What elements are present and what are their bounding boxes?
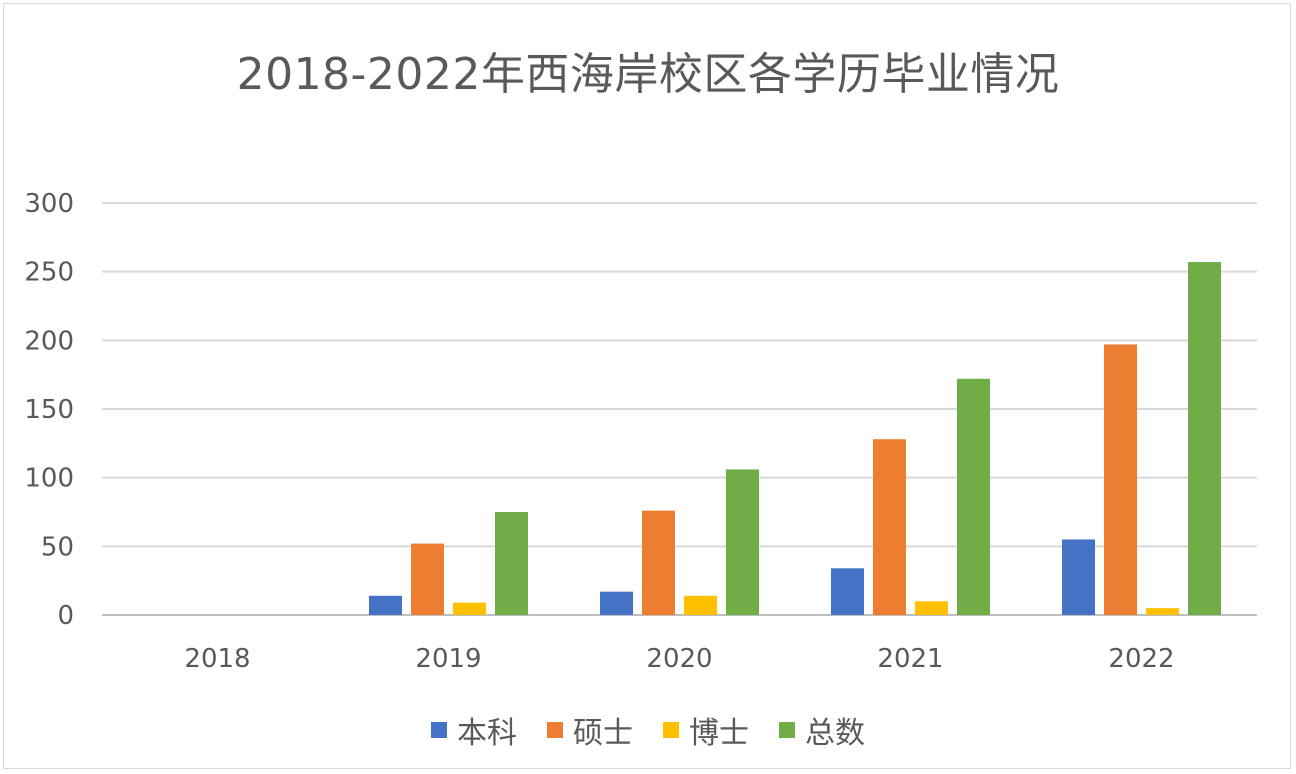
chart-title: 2018-2022年西海岸校区各学历毕业情况 — [236, 49, 1060, 100]
y-tick-label-100: 100 — [24, 464, 74, 494]
bar-2019-2 — [453, 602, 486, 615]
legend-label-1: 硕士 — [573, 716, 633, 751]
bar-2022-3 — [1188, 262, 1221, 615]
y-tick-label-50: 50 — [41, 532, 74, 562]
bar-2021-0 — [831, 568, 864, 615]
bar-2020-1 — [642, 510, 675, 615]
bar-2020-0 — [600, 591, 633, 615]
legend-item-0: 本科 — [431, 708, 517, 752]
bar-2019-3 — [495, 512, 528, 615]
legend-item-2: 博士 — [663, 708, 749, 752]
x-tick-label-2019: 2019 — [415, 644, 481, 674]
bar-2020-3 — [726, 469, 759, 615]
bar-2021-1 — [873, 439, 906, 615]
bar-2021-3 — [957, 378, 990, 615]
legend-label-2: 博士 — [689, 716, 749, 751]
bar-2022-0 — [1062, 539, 1095, 615]
legend-swatch-1 — [547, 722, 563, 738]
legend: 本科 硕士 博士 总数 — [0, 708, 1296, 752]
legend-label-0: 本科 — [457, 716, 517, 751]
bar-2019-0 — [369, 595, 402, 615]
y-tick-label-150: 150 — [24, 395, 74, 425]
bar-2021-2 — [915, 601, 948, 615]
y-tick-label-200: 200 — [24, 326, 74, 356]
x-tick-label-2021: 2021 — [877, 644, 943, 674]
legend-label-3: 总数 — [805, 716, 865, 751]
bar-2022-1 — [1104, 344, 1137, 615]
legend-swatch-0 — [431, 722, 447, 738]
bar-2020-2 — [684, 595, 717, 615]
legend-item-1: 硕士 — [547, 708, 633, 752]
y-tick-label-250: 250 — [24, 258, 74, 288]
bar-2019-1 — [411, 543, 444, 615]
x-tick-label-2020: 2020 — [646, 644, 712, 674]
legend-swatch-2 — [663, 722, 679, 738]
bar-2022-2 — [1146, 608, 1179, 615]
chart-area — [3, 3, 1291, 769]
legend-swatch-3 — [779, 722, 795, 738]
y-tick-label-300: 300 — [24, 189, 74, 219]
legend-item-3: 总数 — [779, 708, 865, 752]
x-tick-label-2022: 2022 — [1108, 644, 1174, 674]
y-tick-label-0: 0 — [57, 601, 74, 631]
x-tick-label-2018: 2018 — [184, 644, 250, 674]
